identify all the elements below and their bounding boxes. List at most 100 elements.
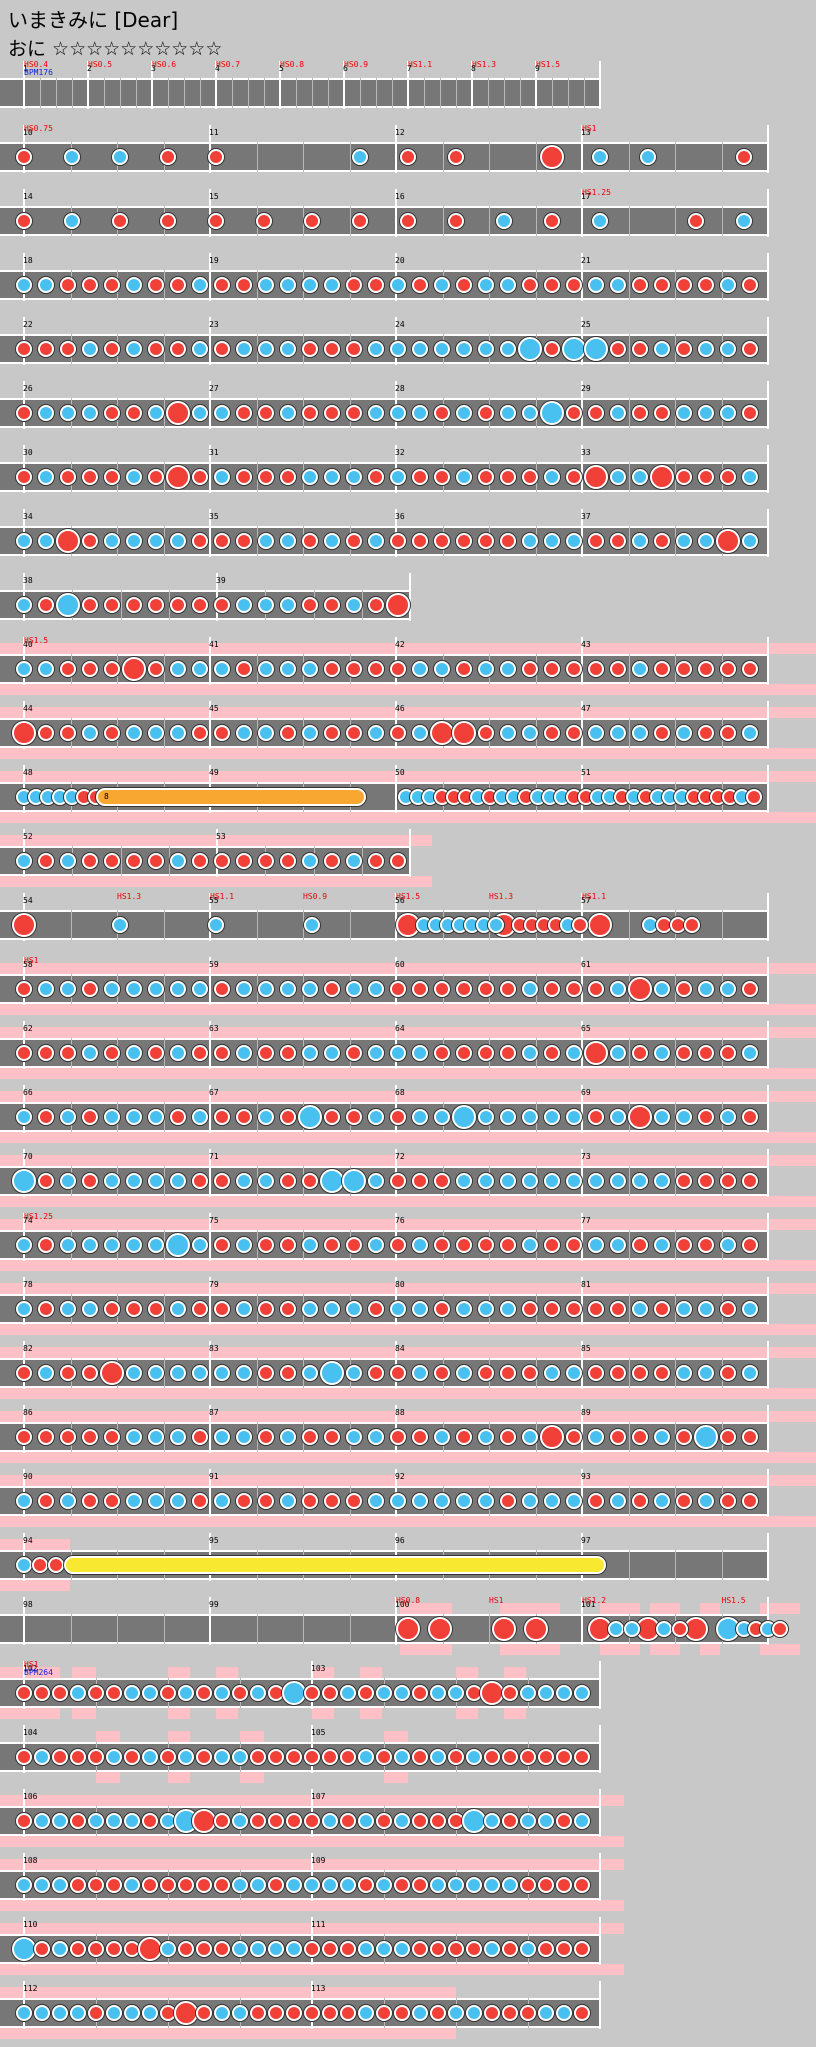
beat-line	[721, 206, 723, 236]
beat-line	[628, 462, 630, 492]
don-note	[572, 917, 588, 933]
bar-line	[581, 125, 583, 173]
don-note	[302, 597, 318, 613]
beat-line	[163, 1422, 165, 1452]
ka-note	[456, 469, 472, 485]
ka-note	[166, 1233, 190, 1257]
ka-note	[16, 597, 32, 613]
don-note	[340, 2005, 356, 2021]
gogo-zone	[0, 1475, 816, 1486]
bar-line	[209, 509, 211, 557]
don-note	[12, 721, 36, 745]
ka-note	[358, 1941, 374, 1957]
gogo-zone	[700, 1644, 720, 1655]
don-note	[368, 661, 384, 677]
bar-line	[395, 893, 397, 941]
ka-note	[588, 277, 604, 293]
don-note	[412, 1685, 428, 1701]
don-note	[346, 277, 362, 293]
measure-number: 84	[395, 1344, 405, 1353]
measure-number: 85	[581, 1344, 591, 1353]
chart-row-17: 66 67 68 69	[0, 1085, 816, 1151]
gogo-zone	[400, 1603, 452, 1614]
ka-note	[60, 1493, 76, 1509]
ka-note	[520, 1813, 536, 1829]
don-note	[588, 405, 604, 421]
don-note	[456, 277, 472, 293]
ka-note	[60, 1173, 76, 1189]
don-note	[280, 1365, 296, 1381]
ka-note	[368, 1429, 384, 1445]
don-note	[430, 1941, 446, 1957]
ka-note	[676, 533, 692, 549]
gogo-zone	[0, 1708, 60, 1719]
measure-number: 109	[311, 1856, 326, 1865]
beat-line	[120, 846, 122, 876]
don-note	[588, 533, 604, 549]
ka-note	[574, 1813, 590, 1829]
don-note	[322, 1685, 338, 1701]
don-note	[208, 149, 224, 165]
don-note	[104, 341, 120, 357]
ka-note	[368, 1493, 384, 1509]
ka-note	[394, 1685, 410, 1701]
ka-note	[500, 405, 516, 421]
beat-line	[628, 334, 630, 364]
ka-note	[142, 2005, 158, 2021]
don-note	[566, 1429, 582, 1445]
don-note	[720, 725, 736, 741]
don-note	[610, 1429, 626, 1445]
measure-number: 8	[471, 64, 476, 73]
don-note	[236, 405, 252, 421]
measure-number: 35	[209, 512, 219, 521]
measure-number: 18	[23, 256, 33, 265]
ka-note	[522, 1237, 538, 1253]
don-note	[160, 1685, 176, 1701]
ka-note	[376, 1685, 392, 1701]
gogo-zone	[72, 1667, 96, 1678]
ka-note	[126, 341, 142, 357]
beat-line	[256, 398, 258, 428]
beat-line	[552, 78, 553, 108]
beat-line	[256, 718, 258, 748]
ka-note	[566, 533, 582, 549]
beat-line	[256, 1038, 258, 1068]
beat-line	[256, 462, 258, 492]
don-note	[104, 725, 120, 741]
ka-note	[322, 1877, 338, 1893]
bar-line	[279, 61, 281, 109]
gogo-zone	[0, 1411, 816, 1422]
ka-note	[742, 1045, 758, 1061]
gogo-zone	[760, 1644, 800, 1655]
ka-note	[126, 1493, 142, 1509]
don-note	[502, 1685, 518, 1701]
ka-note	[522, 1045, 538, 1061]
bar-line	[209, 125, 211, 173]
ka-note	[654, 341, 670, 357]
scroll-speed-marker: HS1.25	[24, 1212, 53, 1221]
don-note	[368, 1301, 384, 1317]
gogo-zone	[0, 1388, 816, 1399]
beat-line	[256, 1422, 258, 1452]
measure-number: 3	[151, 64, 156, 73]
gogo-zone	[600, 1603, 640, 1614]
measure-number: 41	[209, 640, 219, 649]
don-note	[484, 1749, 500, 1765]
ka-note	[16, 1877, 32, 1893]
ka-note	[610, 277, 626, 293]
balloon-bar	[64, 1556, 606, 1574]
ka-note	[126, 1173, 142, 1189]
ka-note	[466, 1877, 482, 1893]
beat-line	[163, 462, 165, 492]
gogo-zone	[168, 1667, 190, 1678]
measure-number: 56	[395, 896, 405, 905]
ka-note	[170, 533, 186, 549]
ka-note	[544, 1365, 560, 1381]
chart-row-25: 98 99 100 101 HS0.8 HS1 HS1.2 HS1.5	[0, 1597, 800, 1663]
don-note	[654, 277, 670, 293]
bar-line	[209, 1021, 211, 1069]
don-note	[280, 469, 296, 485]
don-note	[88, 1749, 104, 1765]
don-note	[588, 913, 612, 937]
don-note	[60, 277, 76, 293]
